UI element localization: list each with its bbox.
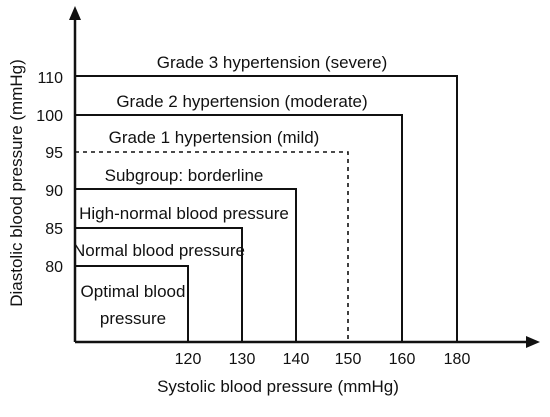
region-label-grade1: Grade 1 hypertension (mild) <box>109 128 320 147</box>
y-tick-label: 110 <box>37 70 63 87</box>
x-tick-label: 140 <box>283 351 310 368</box>
region-label-optimal-line1: Optimal blood <box>81 282 186 301</box>
region-box-grade2 <box>75 75 458 342</box>
y-tick-label: 90 <box>45 183 63 200</box>
region-box-borderline <box>75 151 349 342</box>
region-box-grade1 <box>75 114 403 342</box>
x-tick-label: 150 <box>335 351 362 368</box>
region-label-optimal-line2: pressure <box>100 309 166 328</box>
y-axis-title: Diastolic blood pressure (mmHg) <box>7 59 26 307</box>
region-label-grade3: Grade 3 hypertension (severe) <box>157 53 388 72</box>
region-label-grade2: Grade 2 hypertension (moderate) <box>116 92 367 111</box>
region-label-high-normal: High-normal blood pressure <box>79 204 289 223</box>
region-box-high-normal <box>75 188 297 342</box>
x-axis-title: Systolic blood pressure (mmHg) <box>157 377 399 396</box>
x-tick-label: 180 <box>444 351 471 368</box>
x-tick-label: 120 <box>175 351 202 368</box>
region-label-normal: Normal blood pressure <box>73 241 245 260</box>
region-box-normal <box>75 227 243 342</box>
y-tick-label: 85 <box>45 221 63 238</box>
x-axis-arrow-icon <box>526 336 540 348</box>
y-axis-arrow-icon <box>69 6 81 20</box>
x-tick-label: 130 <box>229 351 256 368</box>
y-tick-label: 100 <box>36 108 63 125</box>
x-tick-label: 160 <box>389 351 416 368</box>
region-box-optimal <box>75 265 189 342</box>
y-tick-label: 95 <box>45 145 63 162</box>
region-label-borderline: Subgroup: borderline <box>105 166 264 185</box>
y-tick-label: 80 <box>45 259 63 276</box>
